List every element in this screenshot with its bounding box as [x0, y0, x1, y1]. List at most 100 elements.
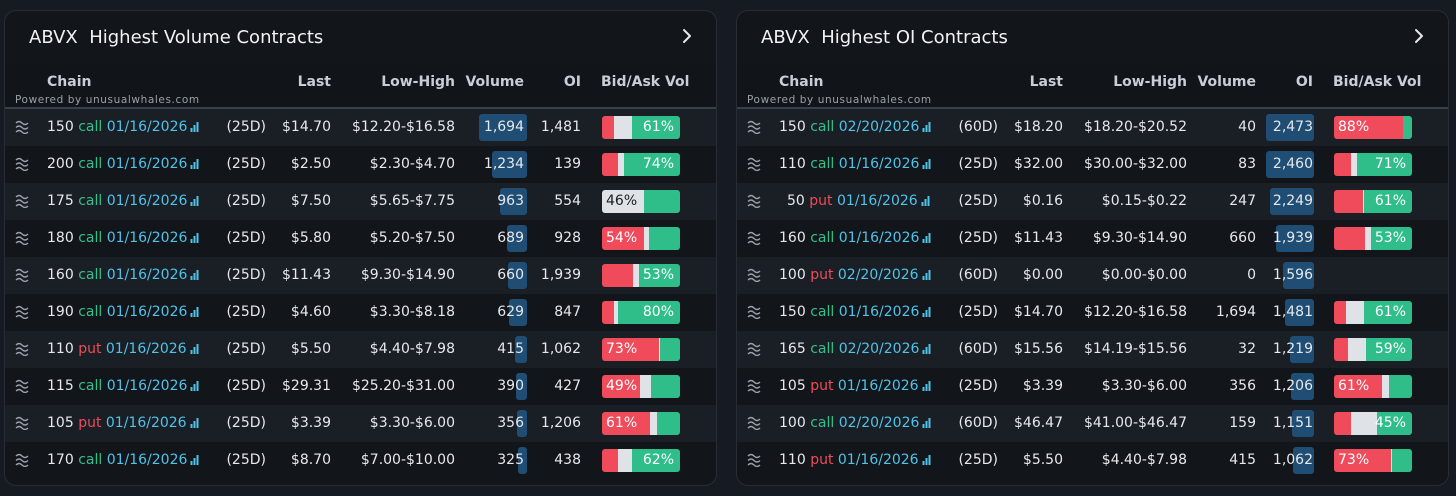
chain-cell[interactable]: 180 call 01/16/2026 [47, 230, 199, 247]
table-row[interactable]: 115 call 01/16/2026 (25D) $29.31 $25.20-$31… [5, 368, 716, 405]
chain-cell[interactable]: 50 put 01/16/2026 [787, 193, 930, 210]
mini-chart-icon[interactable] [190, 418, 199, 428]
table-row[interactable]: 150 call 02/20/2026 (60D) $18.20 $18.20-$20… [737, 109, 1448, 146]
chevron-right-icon[interactable] [680, 26, 694, 46]
chain-cell[interactable]: 110 call 01/16/2026 [779, 156, 931, 173]
header-low-high[interactable]: Low-High [381, 74, 455, 90]
expiry-date[interactable]: 01/16/2026 [838, 304, 920, 320]
expiry-date[interactable]: 01/16/2026 [837, 378, 919, 394]
flow-waves-icon[interactable] [746, 231, 762, 245]
flow-waves-icon[interactable] [746, 194, 762, 208]
expiry-date[interactable]: 01/16/2026 [106, 156, 188, 172]
chain-cell[interactable]: 190 call 01/16/2026 [47, 304, 199, 321]
table-row[interactable]: 105 put 01/16/2026 (25D) $3.39 $3.30-$6.00 3… [737, 368, 1448, 405]
mini-chart-icon[interactable] [190, 122, 199, 132]
mini-chart-icon[interactable] [922, 307, 931, 317]
chain-cell[interactable]: 160 call 01/16/2026 [779, 230, 931, 247]
mini-chart-icon[interactable] [190, 455, 199, 465]
header-volume[interactable]: Volume [1197, 74, 1256, 90]
mini-chart-icon[interactable] [922, 344, 931, 354]
chain-cell[interactable]: 105 put 01/16/2026 [779, 378, 931, 395]
mini-chart-icon[interactable] [922, 159, 931, 169]
mini-chart-icon[interactable] [922, 122, 931, 132]
table-row[interactable]: 110 put 01/16/2026 (25D) $5.50 $4.40-$7.98 4… [5, 331, 716, 368]
header-bid-ask-vol[interactable]: Bid/Ask Vol [1333, 74, 1422, 90]
mini-chart-icon[interactable] [190, 307, 199, 317]
chain-cell[interactable]: 150 call 01/16/2026 [779, 304, 931, 321]
mini-chart-icon[interactable] [190, 159, 199, 169]
table-row[interactable]: 100 call 02/20/2026 (60D) $46.47 $41.00-$46… [737, 405, 1448, 442]
table-row[interactable]: 110 put 01/16/2026 (25D) $5.50 $4.40-$7.98 4… [737, 442, 1448, 479]
flow-waves-icon[interactable] [14, 305, 30, 319]
header-volume[interactable]: Volume [465, 74, 524, 90]
mini-chart-icon[interactable] [922, 233, 931, 243]
header-chain[interactable]: Chain [779, 74, 824, 90]
mini-chart-icon[interactable] [190, 270, 199, 280]
chain-cell[interactable]: 170 call 01/16/2026 [47, 452, 199, 469]
chain-cell[interactable]: 160 call 01/16/2026 [47, 267, 199, 284]
flow-waves-icon[interactable] [746, 379, 762, 393]
mini-chart-icon[interactable] [922, 418, 931, 428]
expiry-date[interactable]: 02/20/2026 [837, 267, 919, 283]
expiry-date[interactable]: 01/16/2026 [106, 193, 188, 209]
flow-waves-icon[interactable] [14, 157, 30, 171]
expiry-date[interactable]: 01/16/2026 [105, 415, 187, 431]
table-row[interactable]: 190 call 01/16/2026 (25D) $4.60 $3.30-$8.18… [5, 294, 716, 331]
header-oi[interactable]: OI [563, 74, 581, 90]
chevron-right-icon[interactable] [1412, 26, 1426, 46]
table-row[interactable]: 180 call 01/16/2026 (25D) $5.80 $5.20-$7.50… [5, 220, 716, 257]
chain-cell[interactable]: 100 call 02/20/2026 [779, 415, 931, 432]
expiry-date[interactable]: 02/20/2026 [838, 415, 920, 431]
chain-cell[interactable]: 175 call 01/16/2026 [47, 193, 199, 210]
expiry-date[interactable]: 01/16/2026 [106, 267, 188, 283]
flow-waves-icon[interactable] [14, 416, 30, 430]
chain-cell[interactable]: 150 call 02/20/2026 [779, 119, 931, 136]
flow-waves-icon[interactable] [746, 268, 762, 282]
chain-cell[interactable]: 110 put 01/16/2026 [47, 341, 199, 358]
mini-chart-icon[interactable] [190, 196, 199, 206]
flow-waves-icon[interactable] [14, 379, 30, 393]
header-oi[interactable]: OI [1295, 74, 1313, 90]
chain-cell[interactable]: 110 put 01/16/2026 [779, 452, 931, 469]
table-row[interactable]: 165 call 02/20/2026 (60D) $15.56 $14.19-$15… [737, 331, 1448, 368]
flow-waves-icon[interactable] [746, 416, 762, 430]
flow-waves-icon[interactable] [746, 453, 762, 467]
mini-chart-icon[interactable] [922, 455, 931, 465]
chain-cell[interactable]: 115 call 01/16/2026 [47, 378, 199, 395]
table-row[interactable]: 160 call 01/16/2026 (25D) $11.43 $9.30-$14.… [5, 257, 716, 294]
expiry-date[interactable]: 01/16/2026 [105, 341, 187, 357]
expiry-date[interactable]: 01/16/2026 [106, 304, 188, 320]
expiry-date[interactable]: 01/16/2026 [106, 452, 188, 468]
table-row[interactable]: 150 call 01/16/2026 (25D) $14.70 $12.20-$16… [737, 294, 1448, 331]
header-last[interactable]: Last [1029, 74, 1063, 90]
table-row[interactable]: 110 call 01/16/2026 (25D) $32.00 $30.00-$32… [737, 146, 1448, 183]
expiry-date[interactable]: 01/16/2026 [106, 230, 188, 246]
mini-chart-icon[interactable] [190, 381, 199, 391]
flow-waves-icon[interactable] [14, 453, 30, 467]
expiry-date[interactable]: 01/16/2026 [836, 193, 918, 209]
flow-waves-icon[interactable] [14, 342, 30, 356]
flow-waves-icon[interactable] [14, 194, 30, 208]
expiry-date[interactable]: 02/20/2026 [838, 341, 920, 357]
table-row[interactable]: 160 call 01/16/2026 (25D) $11.43 $9.30-$14.… [737, 220, 1448, 257]
header-chain[interactable]: Chain [47, 74, 92, 90]
expiry-date[interactable]: 01/16/2026 [838, 230, 920, 246]
table-row[interactable]: 100 put 02/20/2026 (60D) $0.00 $0.00-$0.00 0… [737, 257, 1448, 294]
expiry-date[interactable]: 01/16/2026 [106, 378, 188, 394]
chain-cell[interactable]: 200 call 01/16/2026 [47, 156, 199, 173]
chain-cell[interactable]: 165 call 02/20/2026 [779, 341, 931, 358]
flow-waves-icon[interactable] [746, 157, 762, 171]
table-row[interactable]: 170 call 01/16/2026 (25D) $8.70 $7.00-$10.0… [5, 442, 716, 479]
mini-chart-icon[interactable] [190, 233, 199, 243]
flow-waves-icon[interactable] [746, 342, 762, 356]
mini-chart-icon[interactable] [190, 344, 199, 354]
flow-waves-icon[interactable] [14, 231, 30, 245]
powered-by[interactable]: Powered by unusualwhales.com [15, 94, 200, 106]
table-row[interactable]: 105 put 01/16/2026 (25D) $3.39 $3.30-$6.00 3… [5, 405, 716, 442]
header-low-high[interactable]: Low-High [1113, 74, 1187, 90]
table-row[interactable]: 175 call 01/16/2026 (25D) $7.50 $5.65-$7.75… [5, 183, 716, 220]
chain-cell[interactable]: 150 call 01/16/2026 [47, 119, 199, 136]
flow-waves-icon[interactable] [746, 305, 762, 319]
powered-by[interactable]: Powered by unusualwhales.com [747, 94, 932, 106]
table-row[interactable]: 50 put 01/16/2026 (25D) $0.16 $0.15-$0.22 24… [737, 183, 1448, 220]
